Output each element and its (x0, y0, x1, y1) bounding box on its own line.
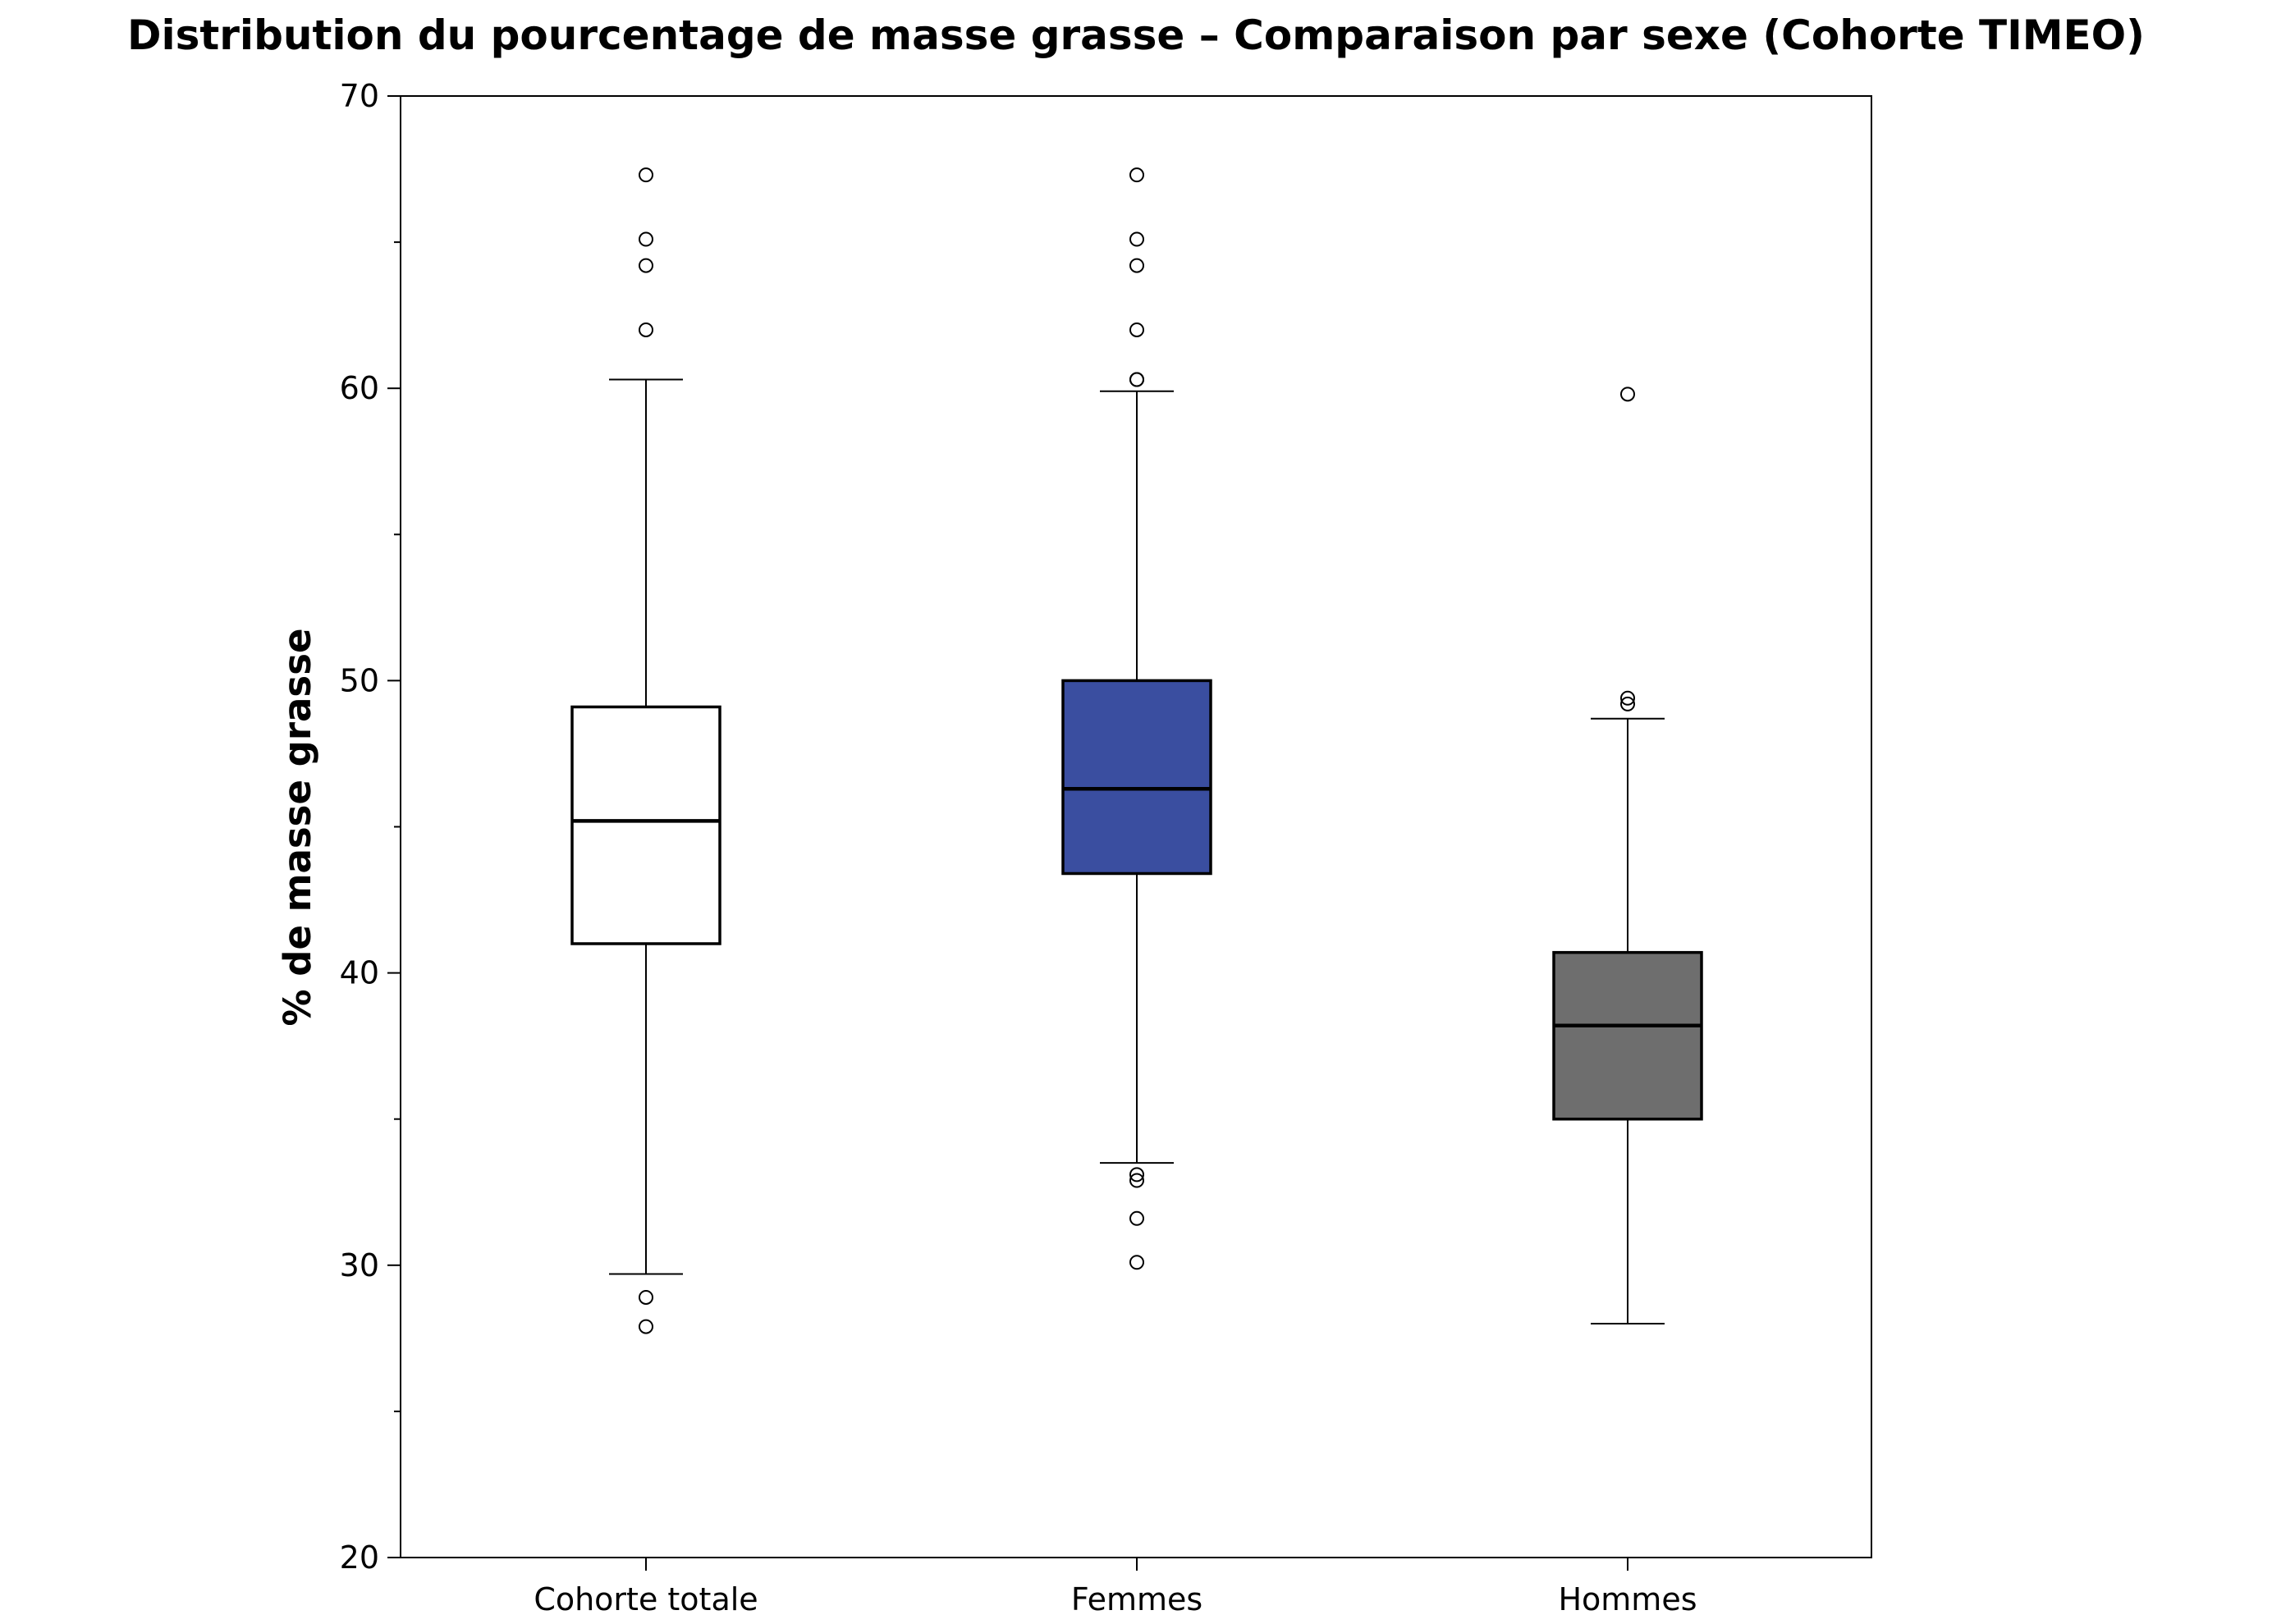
x-axis: Cohorte totale Femmes Hommes (534, 1558, 1697, 1617)
outlier-point (639, 167, 653, 183)
outlier-point (639, 1289, 653, 1305)
outlier-point (639, 231, 653, 247)
y-tick-label: 20 (340, 1539, 379, 1576)
chart-title: Distribution du pourcentage de masse gra… (127, 11, 2145, 59)
y-axis: 20 30 40 50 60 70 (340, 78, 401, 1576)
x-tick-label: Hommes (1558, 1581, 1697, 1617)
box-group (1061, 167, 1212, 1270)
plot-area-frame (400, 95, 1872, 1558)
y-tick-label: 30 (340, 1247, 379, 1283)
y-axis-label: % de masse grasse (276, 628, 319, 1026)
x-tick-label: Cohorte totale (534, 1581, 758, 1617)
outlier-point (1129, 1167, 1144, 1183)
y-tick-label: 70 (340, 78, 379, 114)
y-tick-label: 60 (340, 370, 379, 406)
outlier-point (1620, 696, 1635, 711)
outlier-point (1129, 231, 1144, 247)
box-group (570, 167, 721, 1334)
outlier-point (1129, 372, 1144, 387)
iqr-box (1061, 679, 1212, 876)
outlier-point (1620, 387, 1635, 402)
box-group (1552, 387, 1703, 1325)
outlier-point (1129, 1173, 1144, 1188)
boxplot-series (570, 167, 1703, 1334)
outlier-point (639, 322, 653, 337)
outlier-point (1129, 1210, 1144, 1226)
outlier-point (1129, 322, 1144, 337)
outlier-point (639, 1319, 653, 1334)
outlier-point (1129, 258, 1144, 273)
outlier-point (1129, 1255, 1144, 1270)
y-tick-label: 40 (340, 955, 379, 991)
x-tick-label: Femmes (1071, 1581, 1202, 1617)
outlier-point (639, 258, 653, 273)
y-tick-label: 50 (340, 662, 379, 698)
iqr-box (1552, 950, 1703, 1121)
outlier-point (1620, 690, 1635, 706)
outlier-point (1129, 167, 1144, 183)
iqr-box (570, 705, 721, 945)
